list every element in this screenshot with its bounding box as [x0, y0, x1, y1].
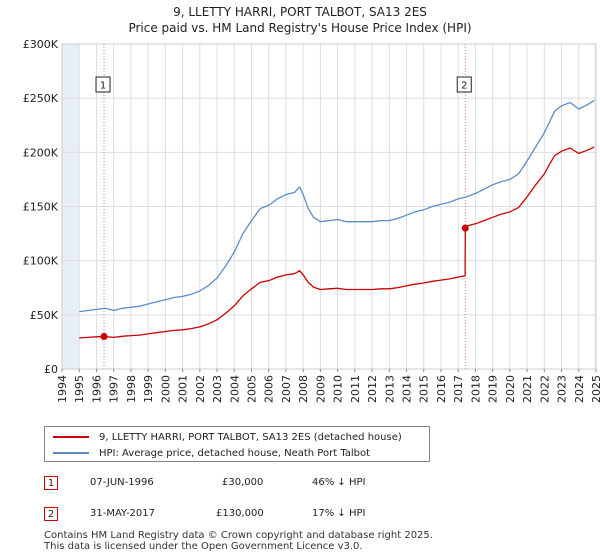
chart-title-line2: Price paid vs. HM Land Registry's House … [128, 21, 472, 35]
footer-attribution: Contains HM Land Registry data © Crown c… [44, 530, 433, 552]
plot-border [61, 43, 597, 370]
x-tick-label: 2012 [366, 375, 379, 403]
legend-label-hpi: HPI: Average price, detached house, Neat… [99, 447, 371, 459]
y-tick-label: £250K [23, 92, 59, 105]
y-tick-label: £0 [44, 363, 58, 376]
x-tick-label: 2001 [177, 375, 190, 403]
x-tick-label: 2010 [332, 375, 345, 403]
x-tick-label: 1996 [90, 375, 103, 403]
y-tick-label: £300K [23, 38, 59, 51]
legend-label-property: 9, LLETTY HARRI, PORT TALBOT, SA13 2ES (… [99, 431, 402, 443]
annotation-box [456, 76, 472, 93]
legend-swatch-hpi [53, 452, 89, 454]
transaction-price: £30,000 [222, 477, 264, 488]
sale-point [100, 333, 108, 340]
property-series-line [79, 146, 595, 339]
x-tick-label: 2006 [263, 375, 276, 403]
transaction-price: £130,000 [216, 508, 264, 519]
x-tick-label: 2022 [538, 375, 551, 403]
y-tick-label: £50K [30, 309, 59, 322]
x-tick-label: 2007 [280, 375, 293, 403]
x-tick-label: 2003 [211, 375, 224, 403]
x-tick-label: 2009 [314, 375, 327, 403]
grid-layer [61, 43, 597, 370]
transaction-hpi-diff: 46% ↓ HPI [312, 477, 366, 488]
x-tick-label: 2005 [245, 375, 258, 403]
sale-marker-lines [103, 44, 466, 369]
annotation-label: 2 [461, 81, 467, 92]
x-tick-label: 2008 [297, 375, 310, 403]
x-tick-label: 1997 [108, 375, 121, 403]
transaction-date: 31-MAY-2017 [90, 508, 156, 519]
axis-layer: £0 £50K £100K £150K £200K £250K £300K 1994 1995 1… [23, 38, 600, 403]
x-tick-label: 1995 [73, 375, 86, 403]
x-tick-label: 2020 [504, 375, 517, 403]
y-tick-label: £150K [23, 201, 59, 214]
annotation-label: 1 [100, 81, 106, 92]
x-tick-label: 2018 [469, 375, 482, 403]
y-tick-label: £200K [23, 146, 59, 159]
x-tick-label: 2019 [487, 375, 500, 403]
x-tick-label: 2023 [556, 375, 569, 403]
x-tick-label: 2015 [418, 375, 431, 403]
transaction-number-badge: 1 [44, 476, 58, 490]
legend-swatch-property [53, 436, 89, 438]
x-tick-label: 2000 [159, 375, 172, 403]
x-tick-label: 1999 [142, 375, 155, 403]
sale-point [461, 224, 469, 232]
chart-title-line1: 9, LLETTY HARRI, PORT TALBOT, SA13 2ES [173, 5, 427, 19]
hpi-series-line [79, 99, 595, 313]
x-tick-label: 2016 [435, 375, 448, 403]
x-tick-label: 2025 [590, 375, 600, 403]
y-tick-label: £100K [23, 255, 59, 268]
x-tick-label: 2013 [383, 375, 396, 403]
legend: 9, LLETTY HARRI, PORT TALBOT, SA13 2ES (… [44, 426, 430, 462]
footer-line-2: This data is licensed under the Open Gov… [44, 541, 363, 552]
x-tick-label: 1994 [56, 375, 69, 403]
x-tick-label: 2024 [573, 375, 586, 403]
x-tick-label: 2002 [194, 375, 207, 403]
x-tick-label: 1998 [125, 375, 138, 403]
transaction-number-badge: 2 [44, 507, 58, 521]
x-tick-label: 2004 [228, 375, 241, 403]
x-tick-label: 2014 [401, 375, 414, 403]
annotation-box [95, 76, 111, 93]
series-layer [79, 99, 595, 339]
x-tick-label: 2021 [521, 375, 534, 403]
legend-item-property: 9, LLETTY HARRI, PORT TALBOT, SA13 2ES (… [53, 429, 402, 445]
footer-line-1: Contains HM Land Registry data © Crown c… [44, 530, 433, 541]
transaction-hpi-diff: 17% ↓ HPI [312, 508, 366, 519]
x-tick-label: 2011 [349, 375, 362, 403]
x-tick-label: 2017 [452, 375, 465, 403]
legend-item-hpi: HPI: Average price, detached house, Neat… [53, 445, 370, 461]
transaction-date: 07-JUN-1996 [90, 477, 154, 488]
